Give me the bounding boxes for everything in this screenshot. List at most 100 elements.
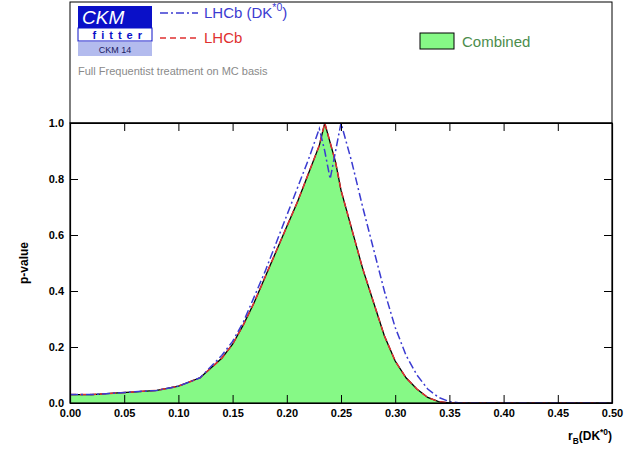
tick: 0.15 bbox=[222, 395, 243, 419]
tick-label: 0.40 bbox=[493, 407, 514, 419]
tick bbox=[395, 123, 396, 131]
text-part: LHCb (DK bbox=[204, 4, 272, 21]
x-axis-top bbox=[71, 123, 613, 131]
legend-item: LHCb bbox=[160, 29, 242, 46]
tick-mark bbox=[604, 235, 612, 236]
legend-item: LHCb (DK*0) bbox=[160, 1, 287, 21]
text-part: Combined bbox=[462, 33, 530, 50]
y-axis: 0.0 0.2 0.4 0.6 0.8 1.0 bbox=[49, 117, 78, 409]
tick: 0.4 bbox=[49, 285, 78, 297]
tick bbox=[604, 179, 612, 180]
tick-label: 0.15 bbox=[222, 407, 243, 419]
logo-sub: fitter bbox=[93, 29, 147, 41]
logo-title: CKM bbox=[82, 7, 124, 28]
tick: 0.25 bbox=[331, 395, 352, 419]
tick bbox=[124, 123, 125, 131]
tick: 0.35 bbox=[439, 395, 460, 419]
tick-mark bbox=[124, 123, 125, 131]
tick-label: 0.20 bbox=[277, 407, 298, 419]
tick-mark bbox=[604, 291, 612, 292]
text-part: (DK bbox=[579, 429, 601, 443]
tick bbox=[604, 235, 612, 236]
tick-label: 0.50 bbox=[602, 407, 623, 419]
tick-mark bbox=[233, 395, 234, 403]
tick bbox=[178, 123, 179, 131]
logo: CKMfitter CKM 14 bbox=[78, 6, 152, 56]
tick-mark bbox=[287, 123, 288, 131]
tick-label: 0.6 bbox=[49, 229, 64, 241]
tick-mark bbox=[395, 395, 396, 403]
tick-mark bbox=[449, 123, 450, 131]
tick-label: 0.0 bbox=[49, 397, 64, 409]
legend-swatch bbox=[420, 33, 454, 49]
legend-swatch bbox=[160, 12, 198, 14]
y-axis-title: p-value bbox=[17, 242, 31, 284]
tick-label: 0.8 bbox=[49, 173, 64, 185]
tick-label: 0.25 bbox=[331, 407, 352, 419]
tick: 0.2 bbox=[49, 341, 78, 353]
tick-mark bbox=[395, 123, 396, 131]
tick-mark bbox=[558, 123, 559, 131]
tick-mark bbox=[70, 347, 78, 348]
tick: 0.45 bbox=[548, 395, 569, 419]
tick-mark bbox=[287, 395, 288, 403]
logo-band bbox=[78, 28, 152, 41]
legend: LHCb (DK*0) LHCb Combined bbox=[160, 1, 530, 50]
y-axis-right bbox=[604, 124, 613, 404]
tick-mark bbox=[70, 235, 78, 236]
tick-mark bbox=[341, 123, 342, 131]
legend-label: LHCb bbox=[204, 29, 242, 46]
tick bbox=[604, 347, 612, 348]
tick-mark bbox=[178, 395, 179, 403]
legend-item: Combined bbox=[420, 33, 530, 50]
tick: 0.20 bbox=[277, 395, 298, 419]
tick bbox=[287, 123, 288, 131]
header-frame bbox=[70, 2, 612, 123]
logo-box bbox=[78, 6, 152, 28]
tick: 0.8 bbox=[49, 173, 78, 185]
tick-mark bbox=[558, 395, 559, 403]
subtitle: Full Frequentist treatment on MC basis bbox=[78, 65, 268, 77]
tick-label: 1.0 bbox=[49, 117, 64, 129]
tick-mark bbox=[124, 395, 125, 403]
tick-mark bbox=[504, 395, 505, 403]
tick-label: 0.4 bbox=[49, 285, 65, 297]
plot-area bbox=[70, 123, 612, 403]
tick: 0.40 bbox=[493, 395, 514, 419]
tick: 0.10 bbox=[168, 395, 189, 419]
tick-mark bbox=[604, 179, 612, 180]
text-part: ) bbox=[608, 429, 612, 443]
area bbox=[70, 123, 612, 403]
tick-label: 0.05 bbox=[114, 407, 135, 419]
tick-label: 0.35 bbox=[439, 407, 460, 419]
text-part: LHCb bbox=[204, 29, 242, 46]
tick: 0.6 bbox=[49, 229, 78, 241]
x-axis-title: rB(DK*0) bbox=[568, 427, 612, 446]
tick bbox=[233, 123, 234, 131]
area-outline bbox=[70, 123, 612, 403]
line bbox=[70, 123, 612, 403]
tick-label: 0.30 bbox=[385, 407, 406, 419]
tick-mark bbox=[341, 395, 342, 403]
logo-version-box bbox=[78, 42, 152, 56]
tick-mark bbox=[604, 347, 612, 348]
tick bbox=[558, 123, 559, 131]
text-part: ) bbox=[282, 4, 287, 21]
chart: CKMfitter CKM 14 Full Frequentist treatmen… bbox=[0, 0, 633, 456]
tick-label: 0.10 bbox=[168, 407, 189, 419]
x-axis: 0.000.050.100.150.200.250.300.350.400.45… bbox=[60, 395, 623, 419]
tick-mark bbox=[233, 123, 234, 131]
tick bbox=[604, 291, 612, 292]
tick-mark bbox=[504, 123, 505, 131]
tick: 0.30 bbox=[385, 395, 406, 419]
tick bbox=[504, 123, 505, 131]
tick bbox=[341, 123, 342, 131]
plot-frame bbox=[70, 123, 612, 403]
logo-version: CKM 14 bbox=[99, 45, 132, 55]
tick bbox=[449, 123, 450, 131]
legend-swatch bbox=[160, 37, 198, 39]
legend-label: Combined bbox=[462, 33, 530, 50]
tick-label: 0.2 bbox=[49, 341, 64, 353]
legend-label: LHCb (DK*0) bbox=[204, 1, 287, 21]
text-part: *0 bbox=[272, 1, 282, 13]
